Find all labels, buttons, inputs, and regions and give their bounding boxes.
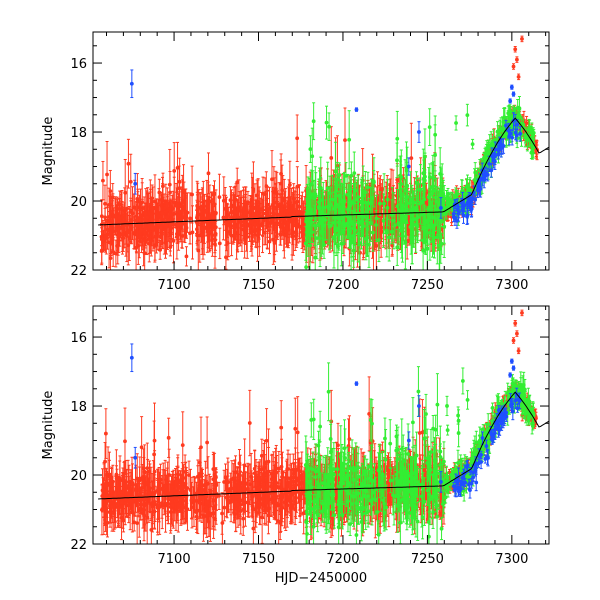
- red-point: [101, 160, 105, 201]
- red-point: [295, 197, 300, 229]
- data-point: [235, 180, 240, 185]
- data-point: [177, 179, 182, 184]
- data-point: [329, 156, 334, 160]
- data-point: [135, 196, 140, 201]
- red-point: [206, 152, 211, 195]
- data-point: [175, 234, 179, 239]
- data-point: [241, 207, 246, 212]
- red-point: [267, 229, 272, 255]
- data-point: [206, 171, 211, 176]
- data-point: [188, 216, 192, 221]
- red-point: [190, 165, 194, 224]
- data-point: [343, 138, 347, 143]
- data-point: [101, 178, 105, 183]
- data-point: [175, 165, 180, 170]
- data-point: [103, 201, 107, 206]
- data-point: [171, 238, 176, 243]
- data-point: [267, 239, 272, 244]
- data-point: [409, 156, 414, 160]
- data-point: [123, 190, 128, 195]
- data-point: [126, 230, 130, 234]
- red-point: [184, 246, 189, 267]
- red-point: [241, 195, 246, 223]
- data-point: [268, 221, 273, 225]
- data-point: [243, 211, 247, 216]
- data-point: [278, 232, 283, 237]
- data-point: [395, 177, 400, 182]
- data-point: [168, 190, 172, 195]
- data-point: [214, 210, 218, 215]
- data-point: [184, 254, 189, 259]
- data-point: [196, 248, 201, 253]
- red-point: [126, 211, 130, 253]
- data-point: [300, 210, 305, 215]
- data-point: [273, 222, 278, 227]
- red-point: [175, 141, 180, 194]
- data-point: [190, 192, 194, 197]
- data-point: [225, 213, 230, 217]
- red-point: [217, 173, 222, 221]
- red-point: [225, 203, 230, 227]
- data-point: [224, 255, 228, 260]
- data-point: [217, 195, 222, 200]
- data-point: [172, 169, 177, 173]
